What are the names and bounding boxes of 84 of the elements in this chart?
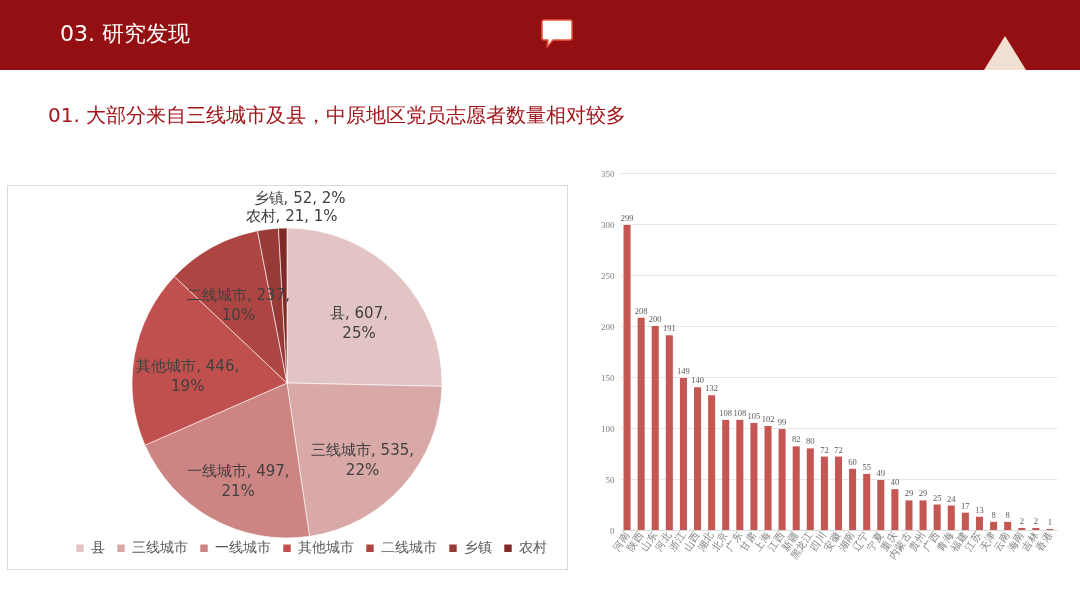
bar bbox=[637, 317, 645, 530]
data-label: 8 bbox=[991, 509, 996, 520]
data-label: 80 bbox=[806, 436, 815, 447]
legend-label: 乡镇 bbox=[464, 539, 492, 556]
bar bbox=[665, 335, 673, 530]
data-label: 8 bbox=[1005, 509, 1010, 520]
data-label: 72 bbox=[834, 444, 843, 455]
data-label: 乡镇, 52, 2% bbox=[253, 189, 346, 208]
data-label: 2 bbox=[1033, 515, 1038, 526]
bar bbox=[750, 422, 758, 530]
data-label: 191 bbox=[662, 323, 676, 334]
y-tick-label: 150 bbox=[601, 372, 615, 383]
chart-title: 03. 研究发现 bbox=[60, 20, 190, 48]
bar bbox=[1004, 521, 1012, 530]
bar bbox=[679, 378, 687, 530]
data-label: 县, 607, 25% bbox=[330, 303, 388, 342]
y-tick-label: 300 bbox=[601, 219, 615, 230]
data-label: 105 bbox=[747, 410, 761, 421]
data-label: 108 bbox=[719, 407, 733, 418]
chart-subtitle: 01. 大部分来自三线城市及县，中原地区党员志愿者数量相对较多 bbox=[48, 102, 627, 129]
y-tick-label: 200 bbox=[601, 321, 615, 332]
data-label: 49 bbox=[876, 468, 886, 479]
bar bbox=[623, 225, 631, 530]
bar bbox=[736, 419, 744, 530]
bar bbox=[722, 419, 730, 530]
bar bbox=[863, 473, 871, 530]
data-label: 13 bbox=[975, 504, 984, 515]
data-label: 140 bbox=[691, 375, 704, 386]
bar bbox=[1032, 527, 1040, 530]
data-label: 55 bbox=[862, 461, 871, 472]
bar bbox=[933, 504, 941, 530]
bar bbox=[778, 429, 786, 530]
data-label: 2 bbox=[1019, 515, 1024, 526]
data-label: 其他城市, 446, 19% bbox=[136, 356, 240, 395]
bar bbox=[905, 500, 913, 530]
y-tick-label: 250 bbox=[601, 270, 615, 281]
y-tick-label: 0 bbox=[610, 525, 615, 536]
data-label: 24 bbox=[947, 493, 957, 504]
data-label: 农村, 21, 1% bbox=[245, 207, 338, 226]
legend-label: 农村 bbox=[519, 539, 547, 556]
data-label: 29 bbox=[918, 488, 928, 499]
legend-label: 其他城市 bbox=[298, 539, 354, 556]
y-tick-label: 50 bbox=[605, 474, 615, 485]
data-label: 102 bbox=[761, 413, 775, 424]
data-label: 17 bbox=[961, 500, 970, 511]
data-label: 25 bbox=[932, 492, 942, 503]
data-label: 1 bbox=[1047, 516, 1053, 527]
bar bbox=[708, 395, 716, 530]
legend-label: 一线城市 bbox=[215, 539, 271, 556]
bar bbox=[877, 480, 885, 530]
bar bbox=[806, 448, 814, 530]
bar bbox=[849, 468, 857, 530]
y-tick-label: 350 bbox=[601, 168, 615, 179]
legend-label: 三线城市 bbox=[132, 539, 188, 556]
data-label: 208 bbox=[634, 305, 648, 316]
bar bbox=[947, 505, 955, 530]
legend-label: 县 bbox=[91, 539, 105, 556]
data-label: 99 bbox=[777, 417, 787, 428]
data-label: 149 bbox=[677, 366, 690, 377]
data-label: 82 bbox=[791, 434, 801, 445]
data-label: 三线城市, 535, 22% bbox=[311, 440, 414, 479]
data-label: 29 bbox=[904, 488, 914, 499]
bar bbox=[1018, 527, 1026, 530]
data-label: 200 bbox=[648, 314, 662, 324]
bar bbox=[694, 387, 702, 530]
bar bbox=[792, 446, 800, 530]
bar bbox=[820, 456, 828, 530]
bar bbox=[990, 521, 998, 530]
data-label: 60 bbox=[848, 456, 857, 467]
data-label: 299 bbox=[620, 213, 634, 224]
y-tick-label: 100 bbox=[601, 423, 615, 434]
bar bbox=[834, 456, 843, 530]
bar bbox=[651, 326, 659, 530]
bar bbox=[961, 512, 969, 530]
data-label: 132 bbox=[705, 383, 718, 394]
bar bbox=[764, 425, 772, 530]
data-label: 108 bbox=[733, 407, 747, 418]
legend-label: 二线城市 bbox=[381, 539, 437, 556]
data-label: 40 bbox=[890, 477, 900, 488]
data-label: 一线城市, 497, 21% bbox=[186, 462, 290, 501]
data-label: 72 bbox=[820, 444, 829, 455]
bar bbox=[975, 516, 983, 530]
bar bbox=[891, 489, 899, 530]
bar bbox=[919, 500, 927, 530]
